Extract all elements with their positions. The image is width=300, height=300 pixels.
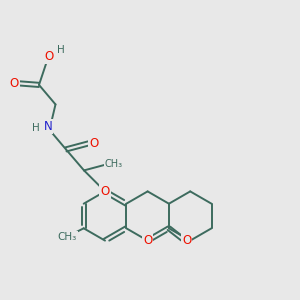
Text: O: O [10,77,19,90]
Text: O: O [143,234,152,247]
Text: CH₃: CH₃ [58,232,77,242]
Text: CH₃: CH₃ [105,159,123,170]
Text: O: O [45,50,54,63]
Text: H: H [57,45,65,55]
Text: N: N [44,120,52,133]
Text: O: O [182,234,191,247]
Text: O: O [100,185,109,198]
Text: H: H [32,123,40,134]
Text: O: O [89,137,98,150]
